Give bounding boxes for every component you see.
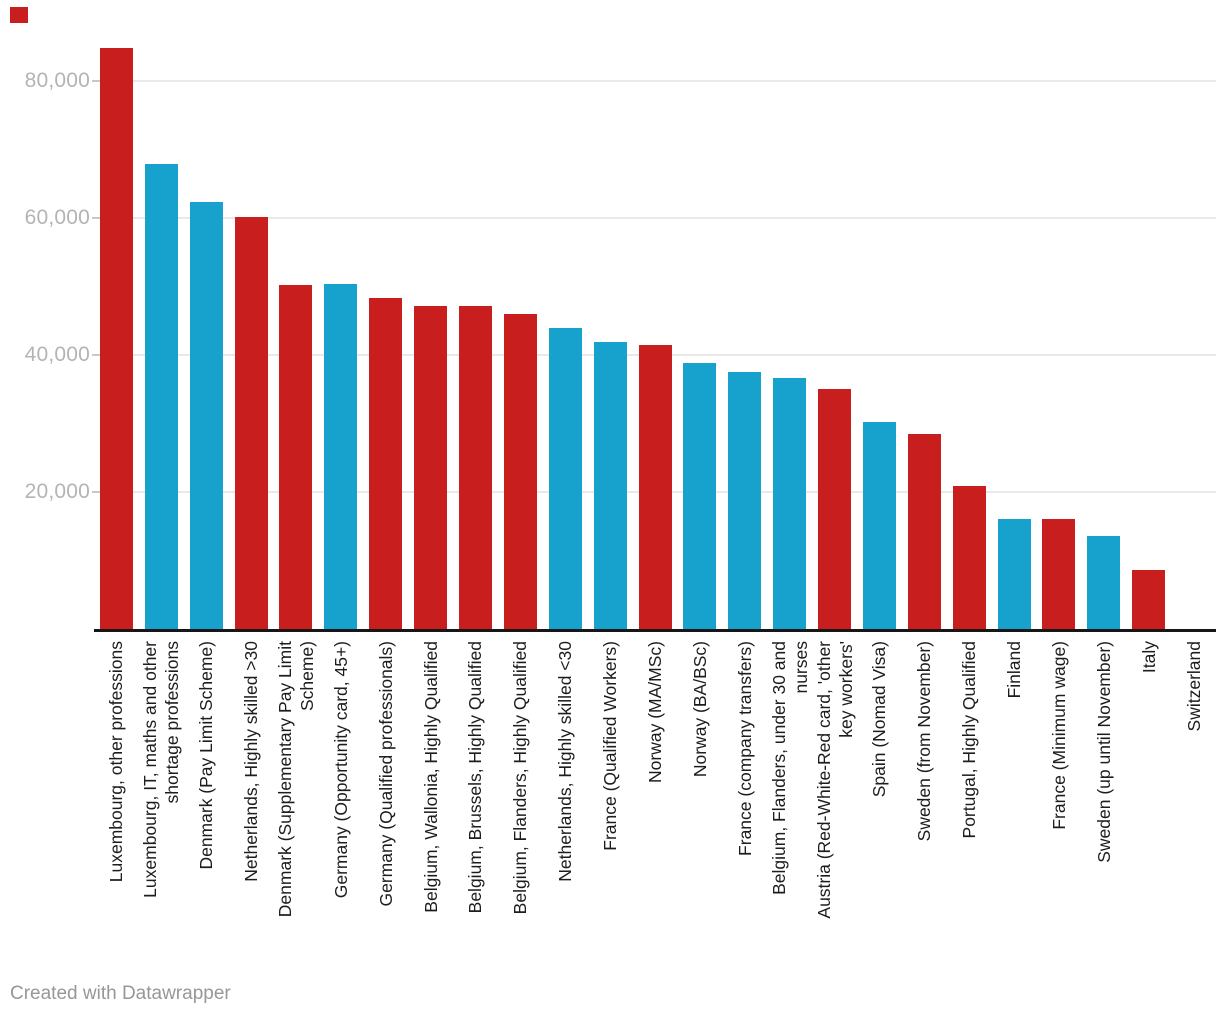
x-axis-label-21: Finland — [1004, 641, 1025, 699]
x-axis-label-25: Switzerland — [1183, 641, 1204, 732]
bar-19[interactable] — [907, 433, 941, 629]
bar-22[interactable] — [1042, 519, 1076, 629]
bar-11[interactable] — [548, 327, 582, 629]
bar-21[interactable] — [997, 518, 1031, 629]
x-axis-label-11: Netherlands, Highly skilled <30 — [555, 641, 576, 882]
x-axis-label-1: Luxembourg, other professions — [106, 641, 127, 883]
x-axis-label-17-line-1: Austria (Red-White-Red card, 'other — [813, 641, 834, 919]
x-axis-label-8: Belgium, Wallonia, Highly Qualified — [420, 641, 441, 913]
x-axis-label-13: Norway (MA/MSc) — [645, 641, 665, 783]
y-axis-tick — [92, 354, 103, 356]
x-axis-label-2-line-1: Luxembourg, IT, maths and other — [140, 641, 161, 898]
y-axis-tick — [92, 217, 103, 219]
x-axis-label-12: France (Qualified Workers) — [600, 641, 621, 851]
y-axis-tick — [92, 491, 103, 493]
x-axis-label-9: Belgium, Brussels, Highly Qualified — [465, 641, 486, 914]
bar-9[interactable] — [458, 305, 492, 629]
bar-3[interactable] — [189, 201, 223, 629]
x-axis-label-16-line-2: nurses — [790, 641, 811, 694]
x-axis-label-6: Germany (Opportunity card, 45+) — [330, 641, 351, 899]
y-axis-label-60,000: 60,000 — [24, 206, 90, 229]
x-axis-label-20: Portugal, Highly Qualified — [959, 641, 980, 839]
bar-16[interactable] — [773, 378, 807, 629]
x-axis-label-10: Belgium, Flanders, Highly Qualified — [510, 641, 531, 915]
bar-7[interactable] — [369, 298, 403, 629]
x-axis-label-14: Norway (BA/BSc) — [689, 641, 710, 778]
bar-15[interactable] — [728, 372, 762, 629]
x-axis-label-15: France (company transfers) — [734, 641, 755, 856]
x-axis-label-19: Sweden (from November) — [914, 641, 935, 842]
x-axis-label-7: Germany (Qualified professionals) — [375, 641, 396, 907]
x-axis-label-24: Italy — [1138, 641, 1159, 674]
x-axis-label-4: Netherlands, Highly skilled >30 — [241, 641, 262, 882]
y-axis-label-80,000: 80,000 — [24, 69, 90, 92]
bar-14[interactable] — [683, 363, 717, 629]
bar-23[interactable] — [1087, 535, 1121, 629]
x-axis-label-5-line-2: Scheme) — [296, 641, 317, 712]
bar-6[interactable] — [324, 284, 358, 629]
y-axis-label-40,000: 40,000 — [24, 343, 90, 366]
x-axis-label-18: Spain (Nomad Visa) — [869, 641, 890, 798]
x-axis-label-5-line-1: Denmark (Supplementary Pay Limit — [274, 641, 295, 918]
y-axis-label-20,000: 20,000 — [24, 480, 90, 503]
bar-1[interactable] — [99, 48, 133, 629]
x-axis-label-17-line-2: key workers' — [835, 641, 856, 738]
x-axis-line — [94, 628, 1216, 632]
bar-10[interactable] — [503, 313, 537, 629]
x-axis-label-22: France (Minimum wage) — [1048, 641, 1069, 830]
bar-8[interactable] — [414, 305, 448, 629]
y-axis-tick — [92, 80, 103, 82]
x-axis-label-3: Denmark (Pay Limit Scheme) — [196, 641, 217, 870]
gridline-60,000 — [94, 217, 1216, 219]
bar-17[interactable] — [818, 389, 852, 629]
datawrapper-credit-link[interactable]: Created with Datawrapper — [10, 983, 231, 1004]
bar-13[interactable] — [638, 344, 672, 629]
x-axis-label-23: Sweden (up until November) — [1093, 641, 1114, 863]
x-axis-label-16-line-1: Belgium, Flanders, under 30 and — [768, 641, 789, 895]
bar-5[interactable] — [279, 285, 313, 629]
x-axis-label-2-line-2: shortage professions — [162, 641, 183, 804]
gridline-80,000 — [94, 80, 1216, 82]
bar-12[interactable] — [593, 341, 627, 629]
red-marker — [10, 7, 28, 23]
bar-4[interactable] — [234, 216, 268, 629]
bar-20[interactable] — [952, 485, 986, 629]
bar-24[interactable] — [1132, 570, 1166, 629]
bar-18[interactable] — [862, 422, 896, 629]
bar-2[interactable] — [144, 163, 178, 629]
